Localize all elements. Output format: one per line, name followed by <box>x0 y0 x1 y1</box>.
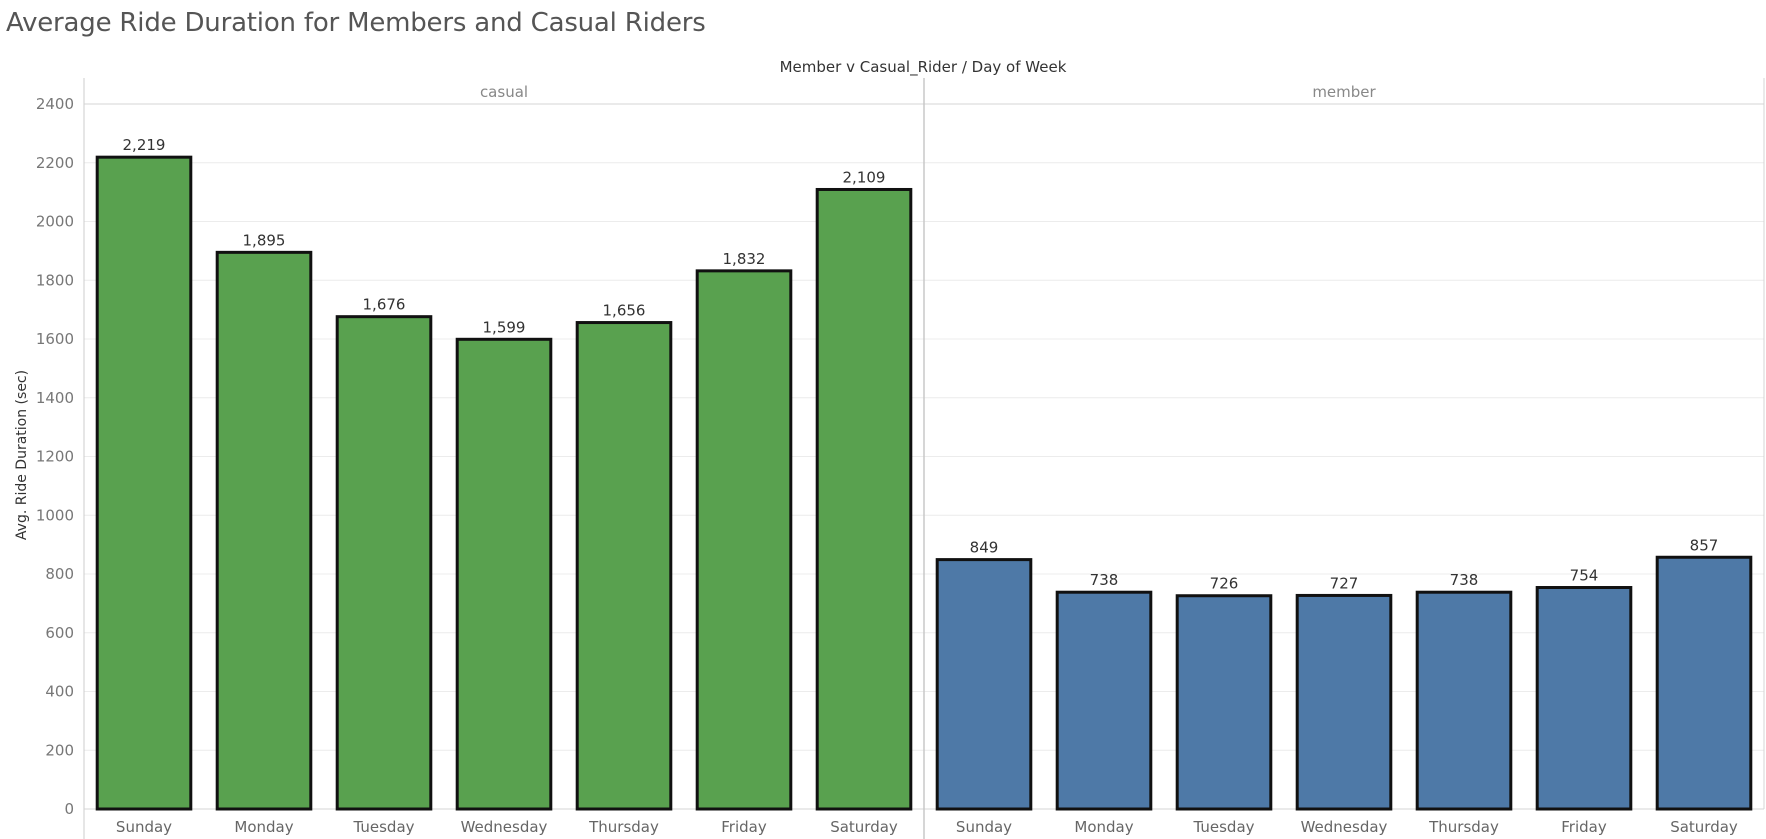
data-label: 849 <box>970 539 999 557</box>
x-tick-label: Monday <box>234 818 293 836</box>
y-axis-label: Avg. Ride Duration (sec) <box>14 370 30 540</box>
bar <box>935 558 1033 811</box>
bar <box>1535 586 1633 811</box>
data-label: 727 <box>1330 574 1359 592</box>
bar <box>695 269 793 811</box>
data-label: 726 <box>1210 575 1239 593</box>
y-tick-label: 800 <box>45 565 74 583</box>
data-label: 2,109 <box>843 168 886 186</box>
data-label: 738 <box>1090 571 1119 589</box>
data-label: 1,656 <box>603 302 646 320</box>
bar <box>1175 594 1273 811</box>
x-tick-label: Friday <box>721 818 767 836</box>
chart-title: Average Ride Duration for Members and Ca… <box>6 8 706 38</box>
x-tick-label: Monday <box>1074 818 1133 836</box>
x-tick-label: Tuesday <box>1192 818 1254 836</box>
x-tick-label: Thursday <box>588 818 659 836</box>
bars <box>95 155 1753 811</box>
bar <box>575 321 673 811</box>
y-tick-label: 2200 <box>36 154 74 172</box>
x-tick-label: Saturday <box>1670 818 1738 836</box>
panel-label: casual <box>480 83 528 101</box>
data-label: 738 <box>1450 571 1479 589</box>
bar <box>1655 555 1753 811</box>
x-tick-label: Wednesday <box>461 818 548 836</box>
y-tick-label: 1800 <box>36 271 74 289</box>
bar <box>1055 590 1153 811</box>
data-label: 1,895 <box>243 231 286 249</box>
chart-text: Member v Casual_Rider / Day of Week Avg.… <box>14 58 1738 836</box>
y-tick-label: 1600 <box>36 330 74 348</box>
bar <box>95 155 193 811</box>
bar <box>455 337 553 811</box>
data-label: 857 <box>1690 536 1719 554</box>
x-tick-label: Saturday <box>830 818 898 836</box>
y-tick-label: 2400 <box>36 95 74 113</box>
panel-label: member <box>1312 83 1376 101</box>
bar <box>335 315 433 811</box>
x-tick-label: Sunday <box>116 818 172 836</box>
x-tick-label: Friday <box>1561 818 1607 836</box>
x-tick-label: Tuesday <box>352 818 414 836</box>
bar <box>215 250 313 811</box>
y-tick-label: 1200 <box>36 448 74 466</box>
bar <box>1295 593 1393 811</box>
y-tick-label: 1000 <box>36 506 74 524</box>
x-tick-label: Sunday <box>956 818 1012 836</box>
data-label: 754 <box>1570 567 1599 585</box>
x-tick-label: Thursday <box>1428 818 1499 836</box>
column-header: Member v Casual_Rider / Day of Week <box>780 58 1067 77</box>
y-tick-label: 600 <box>45 624 74 642</box>
y-tick-label: 200 <box>45 741 74 759</box>
y-tick-label: 2000 <box>36 213 74 231</box>
data-label: 2,219 <box>123 136 166 154</box>
x-tick-label: Wednesday <box>1301 818 1388 836</box>
data-label: 1,599 <box>483 318 526 336</box>
y-tick-label: 1400 <box>36 389 74 407</box>
y-tick-label: 0 <box>64 800 74 818</box>
bar <box>815 187 913 811</box>
data-label: 1,832 <box>723 250 766 268</box>
y-tick-label: 400 <box>45 683 74 701</box>
data-label: 1,676 <box>363 296 406 314</box>
bar <box>1415 590 1513 811</box>
